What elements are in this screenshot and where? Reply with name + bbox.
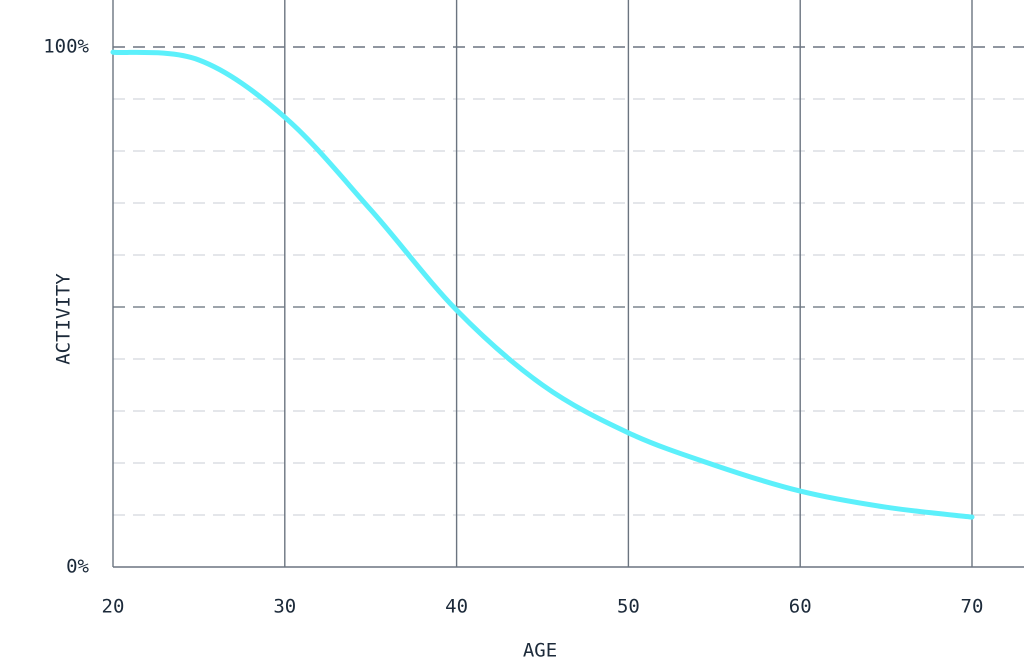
activity-line (110, 49, 975, 520)
x-tick-label: 70 (961, 596, 984, 618)
x-tick-label: 50 (617, 596, 640, 618)
x-tick-label: 40 (445, 596, 468, 618)
y-axis-label: ACTIVITY (53, 273, 75, 365)
x-tick-label: 60 (789, 596, 812, 618)
x-tick-label: 30 (273, 596, 296, 618)
y-tick-label: 0% (66, 556, 89, 578)
y-tick-label: 100% (43, 36, 89, 58)
x-axis-label: AGE (523, 640, 557, 660)
x-tick-label: 20 (102, 596, 125, 618)
